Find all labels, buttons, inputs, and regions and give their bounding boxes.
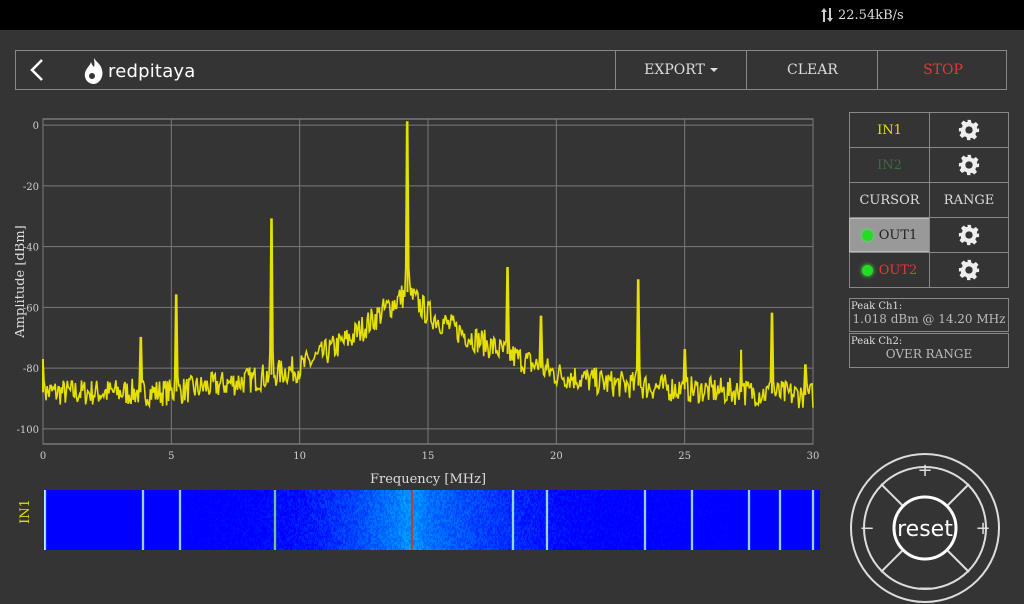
out1-button[interactable]: OUT1 — [849, 218, 930, 252]
clear-label: CLEAR — [787, 62, 838, 78]
gear-icon — [958, 119, 980, 141]
peak-ch2-box: Peak Ch2: OVER RANGE — [849, 333, 1009, 368]
stop-button[interactable]: STOP — [877, 51, 1008, 89]
out1-led — [861, 229, 873, 241]
peak-ch2-value: OVER RANGE — [885, 347, 973, 361]
x-tick-label: 10 — [293, 451, 306, 462]
in1-label: IN1 — [877, 122, 902, 138]
out1-label: OUT1 — [878, 227, 918, 243]
dpad-inner-ring — [863, 466, 987, 590]
peak-ch1-box: Peak Ch1: 1.018 dBm @ 14.20 MHz — [849, 298, 1009, 332]
spectrum-chart[interactable]: 0 5 10 15 20 25 30 0 -20 -40 -60 -80 -100 Frequency [… — [13, 112, 825, 487]
out2-label: OUT2 — [878, 262, 918, 278]
out1-settings-button[interactable] — [929, 217, 1009, 253]
x-tick-label: 25 — [678, 451, 691, 462]
network-speed: 22.54kB/s — [838, 7, 904, 23]
gear-icon — [958, 224, 980, 246]
x-tick-label: 30 — [807, 451, 820, 462]
y-tick-label: -60 — [23, 303, 39, 314]
spectrum-trace — [42, 121, 814, 410]
range-button[interactable]: RANGE — [929, 182, 1009, 218]
dpad-outer-ring — [850, 453, 1000, 603]
peak-ch2-title: Peak Ch2: — [851, 336, 903, 347]
y-tick-label: -80 — [23, 364, 39, 375]
status-bar: 22.54kB/s — [0, 0, 1024, 30]
x-tick-label: 20 — [550, 451, 563, 462]
x-tick-label: 15 — [422, 451, 435, 462]
zoom-out-horizontal-button[interactable]: − — [859, 518, 874, 539]
zoom-out-vertical-button[interactable]: − — [917, 578, 932, 599]
in2-label: IN2 — [877, 157, 902, 173]
spectrum-plot[interactable]: 0 5 10 15 20 25 30 0 -20 -40 -60 -80 -100 Frequency [… — [13, 112, 825, 487]
y-tick-label: -20 — [23, 182, 39, 193]
waterfall-panel: IN1 — [15, 486, 825, 556]
gear-icon — [958, 259, 980, 281]
out2-settings-button[interactable] — [929, 252, 1009, 288]
waterfall-display — [44, 490, 820, 550]
export-label: EXPORT — [644, 62, 705, 78]
caret-down-icon — [709, 68, 718, 72]
stop-label: STOP — [923, 62, 963, 78]
in2-settings-button[interactable] — [929, 147, 1009, 183]
back-icon[interactable] — [26, 57, 48, 83]
cursor-label: CURSOR — [859, 192, 920, 208]
x-tick-label: 0 — [40, 451, 46, 462]
x-tick-label: 5 — [168, 451, 174, 462]
logo-text: redpitaya — [108, 60, 196, 82]
export-button[interactable]: EXPORT — [615, 51, 747, 89]
y-tick-label: -100 — [17, 425, 39, 436]
reset-label: reset — [897, 517, 953, 542]
data-transfer-icon — [821, 8, 833, 22]
peak-ch1-value: 1.018 dBm @ 14.20 MHz — [852, 312, 1006, 326]
out2-led — [861, 264, 873, 276]
x-axis-label: Frequency [MHz] — [370, 472, 486, 487]
y-tick-label: -40 — [23, 243, 39, 254]
clear-button[interactable]: CLEAR — [746, 51, 878, 89]
zoom-in-vertical-button[interactable]: + — [917, 460, 932, 481]
out2-button[interactable]: OUT2 — [849, 252, 930, 288]
zoom-control-pad: reset + − − + — [850, 453, 1000, 603]
range-label: RANGE — [943, 192, 995, 208]
top-toolbar: redpitaya EXPORT CLEAR STOP — [15, 50, 1007, 90]
y-axis-label: Amplitude [dBm] — [15, 225, 28, 338]
app-logo: redpitaya — [82, 57, 196, 85]
flame-logo-icon — [84, 58, 103, 84]
zoom-in-horizontal-button[interactable]: + — [975, 518, 990, 539]
y-tick-label: 0 — [33, 121, 39, 132]
in1-button[interactable]: IN1 — [849, 112, 930, 148]
in1-settings-button[interactable] — [929, 112, 1009, 148]
gear-icon — [958, 154, 980, 176]
waterfall-channel-label: IN1 — [17, 499, 33, 524]
in2-button[interactable]: IN2 — [849, 147, 930, 183]
reset-button[interactable] — [892, 495, 958, 561]
cursor-button[interactable]: CURSOR — [849, 182, 930, 218]
peak-ch1-title: Peak Ch1: — [851, 301, 903, 312]
network-indicator: 22.54kB/s — [820, 7, 904, 23]
